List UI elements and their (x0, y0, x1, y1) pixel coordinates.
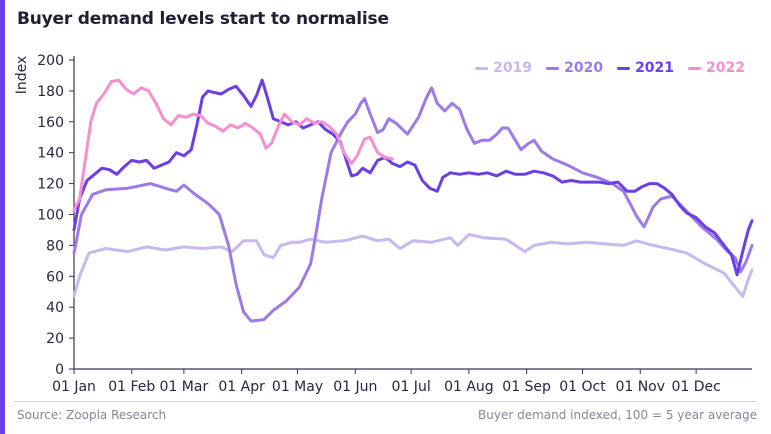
source-note: Source: Zoopla Research (17, 408, 167, 422)
x-tick-label: 01 Mar (160, 379, 209, 395)
x-tick-label: 01 Jan (52, 379, 96, 395)
x-tick-label: 01 May (272, 379, 323, 395)
chart-title: Buyer demand levels start to normalise (17, 9, 389, 29)
legend-item-2019: 2019 (475, 60, 532, 76)
x-tick-label: 01 Jul (392, 379, 431, 395)
legend-label-2022: 2022 (706, 60, 745, 76)
series-line-2022 (72, 78, 394, 212)
x-tick-label: 01 Aug (444, 379, 494, 395)
footer-divider (14, 401, 757, 402)
legend: 2019 2020 2021 2022 (475, 60, 745, 76)
x-tick-label: 01 Oct (559, 379, 606, 395)
series-line-2019 (72, 233, 754, 298)
y-tick-label: 20 (46, 331, 64, 347)
y-tick-label: 140 (37, 146, 64, 162)
legend-label-2020: 2020 (564, 60, 604, 76)
y-tick-label: 80 (46, 238, 64, 254)
x-tick-label: 01 Dec (671, 379, 720, 395)
y-axis-label: Index (14, 56, 30, 95)
y-tick-label: 100 (37, 208, 64, 224)
line-chart: 0 20 40 60 80 100 120 140 160 180 200 Index 01 Jan 01… (14, 53, 754, 395)
y-tick-label: 180 (37, 84, 64, 100)
series-line-2020 (72, 86, 754, 323)
x-tick-label: 01 Jun (333, 379, 377, 395)
y-tick-label: 0 (55, 362, 64, 378)
legend-label-2019: 2019 (493, 60, 533, 76)
accent-bar (0, 0, 5, 434)
legend-label-2021: 2021 (635, 60, 675, 76)
x-tick-label: 01 Feb (108, 379, 155, 395)
legend-swatch-2022 (688, 66, 702, 70)
legend-item-2021: 2021 (617, 60, 674, 76)
legend-item-2020: 2020 (546, 60, 603, 76)
legend-swatch-2021 (617, 66, 631, 70)
x-tick-label: 01 Sep (502, 379, 551, 395)
legend-swatch-2019 (475, 66, 489, 70)
y-tick-label: 60 (46, 269, 64, 285)
y-tick-label: 40 (46, 300, 64, 316)
legend-item-2022: 2022 (688, 60, 745, 76)
y-tick-label: 200 (37, 53, 64, 69)
x-tick-label: 01 Apr (218, 379, 265, 395)
y-tick-label: 160 (37, 115, 64, 131)
index-note: Buyer demand indexed, 100 = 5 year avera… (478, 408, 757, 422)
y-tick-label: 120 (37, 177, 64, 193)
legend-swatch-2020 (546, 66, 560, 70)
x-tick-label: 01 Nov (615, 379, 665, 395)
